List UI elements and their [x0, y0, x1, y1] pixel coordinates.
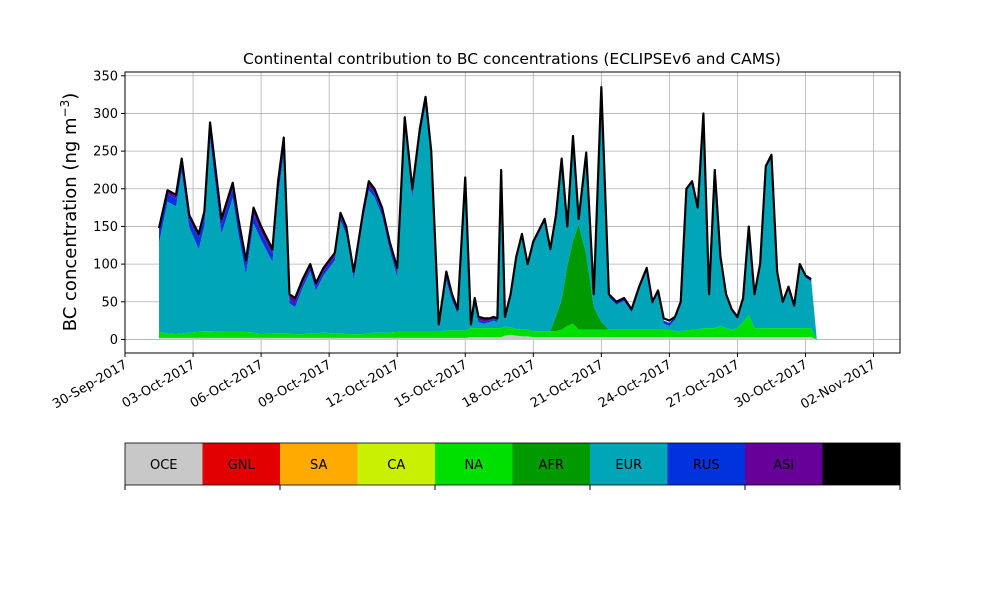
y-tick-label: 300 — [93, 107, 118, 122]
legend-label-na: NA — [464, 458, 483, 473]
legend-swatch-afr — [512, 443, 591, 485]
legend-frame — [124, 442, 901, 486]
y-tick-label: 350 — [93, 69, 118, 84]
y-axis-label-superscript: −3 — [58, 100, 72, 118]
y-axis-label: BC concentration (ng m−3) — [58, 93, 81, 332]
legend-label-gnl: GNL — [228, 458, 256, 473]
y-axis-label-close: ) — [60, 93, 81, 100]
total-line — [157, 85, 812, 326]
legend-swatch-asi — [745, 443, 823, 485]
y-axis-label-main: BC concentration (ng m — [60, 117, 81, 331]
y-tick-label: 200 — [93, 182, 118, 197]
legend-swatch-gnl — [202, 443, 281, 485]
legend-swatch-ca — [357, 443, 436, 485]
y-tick-label: 250 — [93, 145, 118, 160]
legend-swatch-rus — [667, 443, 746, 485]
total-line-layer — [157, 85, 812, 326]
legend-swatch-eur — [590, 443, 668, 485]
legend-label-aus: AUS — [848, 458, 875, 473]
legend-label-afr: AFR — [539, 458, 564, 473]
legend-label-eur: EUR — [615, 458, 642, 473]
y-tick-label: 100 — [93, 258, 118, 273]
legend-label-oce: OCE — [150, 458, 178, 473]
legend-swatch-sa — [280, 443, 358, 485]
y-tick-label: 0 — [110, 333, 118, 348]
y-tick-label: 150 — [93, 220, 118, 235]
plot-frame — [124, 71, 901, 354]
area-na — [159, 314, 885, 340]
legend-swatch-oce — [125, 443, 203, 485]
chart-title: Continental contribution to BC concentra… — [243, 50, 781, 68]
y-axis: 0 50 100 150 200 250 300 350 — [93, 69, 125, 348]
legend-label-ca: CA — [387, 458, 405, 473]
legend-swatch-na — [435, 443, 513, 485]
legend-label-rus: RUS — [693, 458, 720, 473]
legend-label-asi: ASI — [773, 458, 794, 473]
area-oce — [159, 334, 885, 340]
legend-label-sa: SA — [310, 458, 327, 473]
y-tick-label: 50 — [101, 295, 118, 310]
color-legend: OCE GNL SA CA NA AFR EUR RUS ASI AUS — [124, 442, 901, 490]
legend-swatch-aus — [822, 443, 901, 485]
